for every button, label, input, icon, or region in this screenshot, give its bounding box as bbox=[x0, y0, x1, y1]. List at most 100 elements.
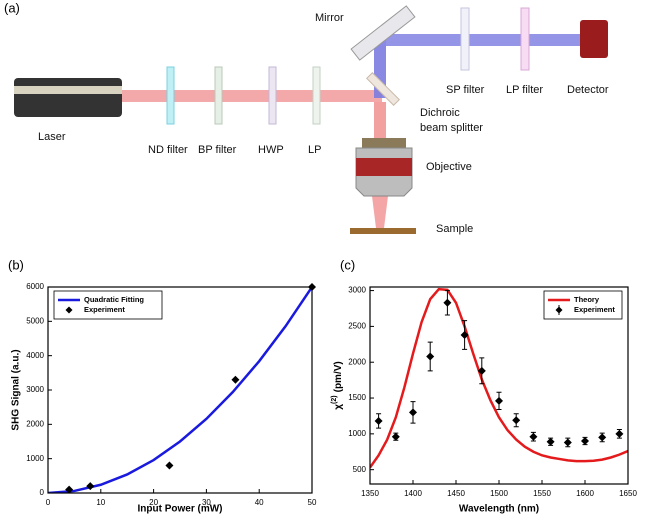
y-tick-label: 500 bbox=[353, 465, 367, 474]
data-point bbox=[374, 416, 383, 425]
label: Sample bbox=[436, 223, 473, 235]
label: LP bbox=[308, 144, 321, 156]
data-point bbox=[563, 438, 572, 447]
label: BP filter bbox=[198, 144, 237, 156]
data-point bbox=[495, 396, 503, 405]
sp-filter bbox=[460, 7, 470, 71]
y-tick-label: 2000 bbox=[348, 357, 366, 366]
panel-label: (a) bbox=[4, 0, 20, 15]
data-point bbox=[65, 485, 74, 494]
mirror bbox=[350, 5, 416, 61]
y-tick-label: 2000 bbox=[26, 419, 44, 428]
y-axis-label: χ(2) (pm/V) bbox=[331, 361, 344, 409]
x-tick-label: 50 bbox=[308, 498, 317, 507]
legend-label: Experiment bbox=[574, 305, 615, 314]
data-point bbox=[512, 416, 521, 425]
y-tick-label: 1500 bbox=[348, 393, 366, 402]
data-point bbox=[598, 433, 607, 442]
legend-box bbox=[543, 290, 623, 320]
label: Mirror bbox=[315, 12, 344, 24]
y-tick-label: 1000 bbox=[348, 429, 366, 438]
shg-beam bbox=[380, 34, 580, 46]
sample bbox=[350, 228, 416, 234]
chart: 0 10 20 30 40 50 0 1000 2000 3000 4000 5000 6000 Inpu… bbox=[11, 282, 317, 515]
x-tick-label: 30 bbox=[202, 498, 211, 507]
x-tick-label: 1350 bbox=[361, 489, 379, 498]
laser-beam bbox=[120, 90, 382, 102]
data-point bbox=[231, 375, 240, 384]
fit-line bbox=[370, 287, 628, 469]
plot-frame bbox=[369, 286, 629, 485]
chart: 1350 1400 1450 1500 1550 1600 1650 500 1000 1500 2… bbox=[331, 286, 638, 515]
x-tick-label: 10 bbox=[96, 498, 105, 507]
x-tick-label: 1450 bbox=[447, 489, 465, 498]
y-axis-label: SHG Signal (a.u.) bbox=[11, 349, 22, 430]
focus-cone bbox=[372, 196, 388, 228]
y-tick-label: 6000 bbox=[26, 282, 44, 291]
y-axis-label-part: (pm/V) bbox=[333, 361, 344, 392]
legend-label: Theory bbox=[574, 295, 600, 304]
y-tick-label: 4000 bbox=[26, 351, 44, 360]
y-tick-label: 1000 bbox=[26, 454, 44, 463]
nd-filter bbox=[166, 66, 175, 125]
data-point bbox=[477, 366, 486, 375]
x-tick-label: 1400 bbox=[404, 489, 422, 498]
data-point bbox=[443, 298, 452, 307]
laser-beam bbox=[374, 102, 386, 142]
hwp bbox=[268, 66, 277, 125]
plot-area bbox=[370, 287, 628, 469]
data-point bbox=[409, 408, 417, 417]
y-tick-label: 5000 bbox=[26, 316, 44, 325]
lp bbox=[312, 66, 321, 125]
data-point bbox=[529, 432, 538, 441]
data-point bbox=[581, 437, 589, 446]
x-axis-label: Input Power (mW) bbox=[138, 504, 223, 515]
y-tick-label: 2500 bbox=[348, 322, 366, 331]
laser bbox=[14, 78, 122, 117]
y-tick-label: 3000 bbox=[26, 385, 44, 394]
detector bbox=[580, 20, 608, 58]
label: Objective bbox=[426, 161, 472, 173]
dichroic bbox=[366, 72, 400, 106]
x-tick-label: 1600 bbox=[576, 489, 594, 498]
label: SP filter bbox=[446, 84, 485, 96]
label: Laser bbox=[38, 131, 66, 143]
x-tick-label: 1500 bbox=[490, 489, 508, 498]
y-tick-label: 0 bbox=[40, 488, 45, 497]
y-axis-label-part: (2) bbox=[331, 395, 338, 404]
label: Detector bbox=[567, 84, 609, 96]
y-axis-label-part: χ bbox=[333, 404, 344, 410]
data-point bbox=[546, 437, 555, 446]
data-point bbox=[86, 482, 95, 491]
legend-label: Quadratic Fitting bbox=[84, 295, 144, 304]
y-tick-label: 3000 bbox=[348, 286, 366, 295]
legend-label: Experiment bbox=[84, 305, 125, 314]
plot-frame bbox=[47, 286, 313, 494]
x-tick-label: 0 bbox=[46, 498, 51, 507]
lp-filter bbox=[520, 7, 530, 71]
label: ND filter bbox=[148, 144, 188, 156]
data-point bbox=[391, 432, 400, 441]
label: beam splitter bbox=[420, 122, 483, 134]
legend-box bbox=[53, 290, 163, 320]
panel-label: (b) bbox=[8, 257, 24, 272]
data-point bbox=[460, 330, 469, 339]
x-tick-label: 1650 bbox=[619, 489, 637, 498]
label: HWP bbox=[258, 144, 284, 156]
label: Dichroic bbox=[420, 107, 460, 119]
bp-filter bbox=[214, 66, 223, 125]
legend-swatch bbox=[65, 306, 73, 314]
objective-top bbox=[362, 138, 406, 148]
data-point bbox=[615, 429, 624, 438]
x-tick-label: 40 bbox=[255, 498, 264, 507]
x-axis-label: Wavelength (nm) bbox=[459, 504, 539, 515]
x-tick-label: 1550 bbox=[533, 489, 551, 498]
legend-swatch bbox=[555, 306, 563, 314]
setup-diagram: Laser ND filter BP filter HWP LP Mirror … bbox=[14, 5, 609, 235]
data-point bbox=[426, 352, 435, 361]
label: LP filter bbox=[506, 84, 543, 96]
laser-band bbox=[14, 86, 122, 94]
